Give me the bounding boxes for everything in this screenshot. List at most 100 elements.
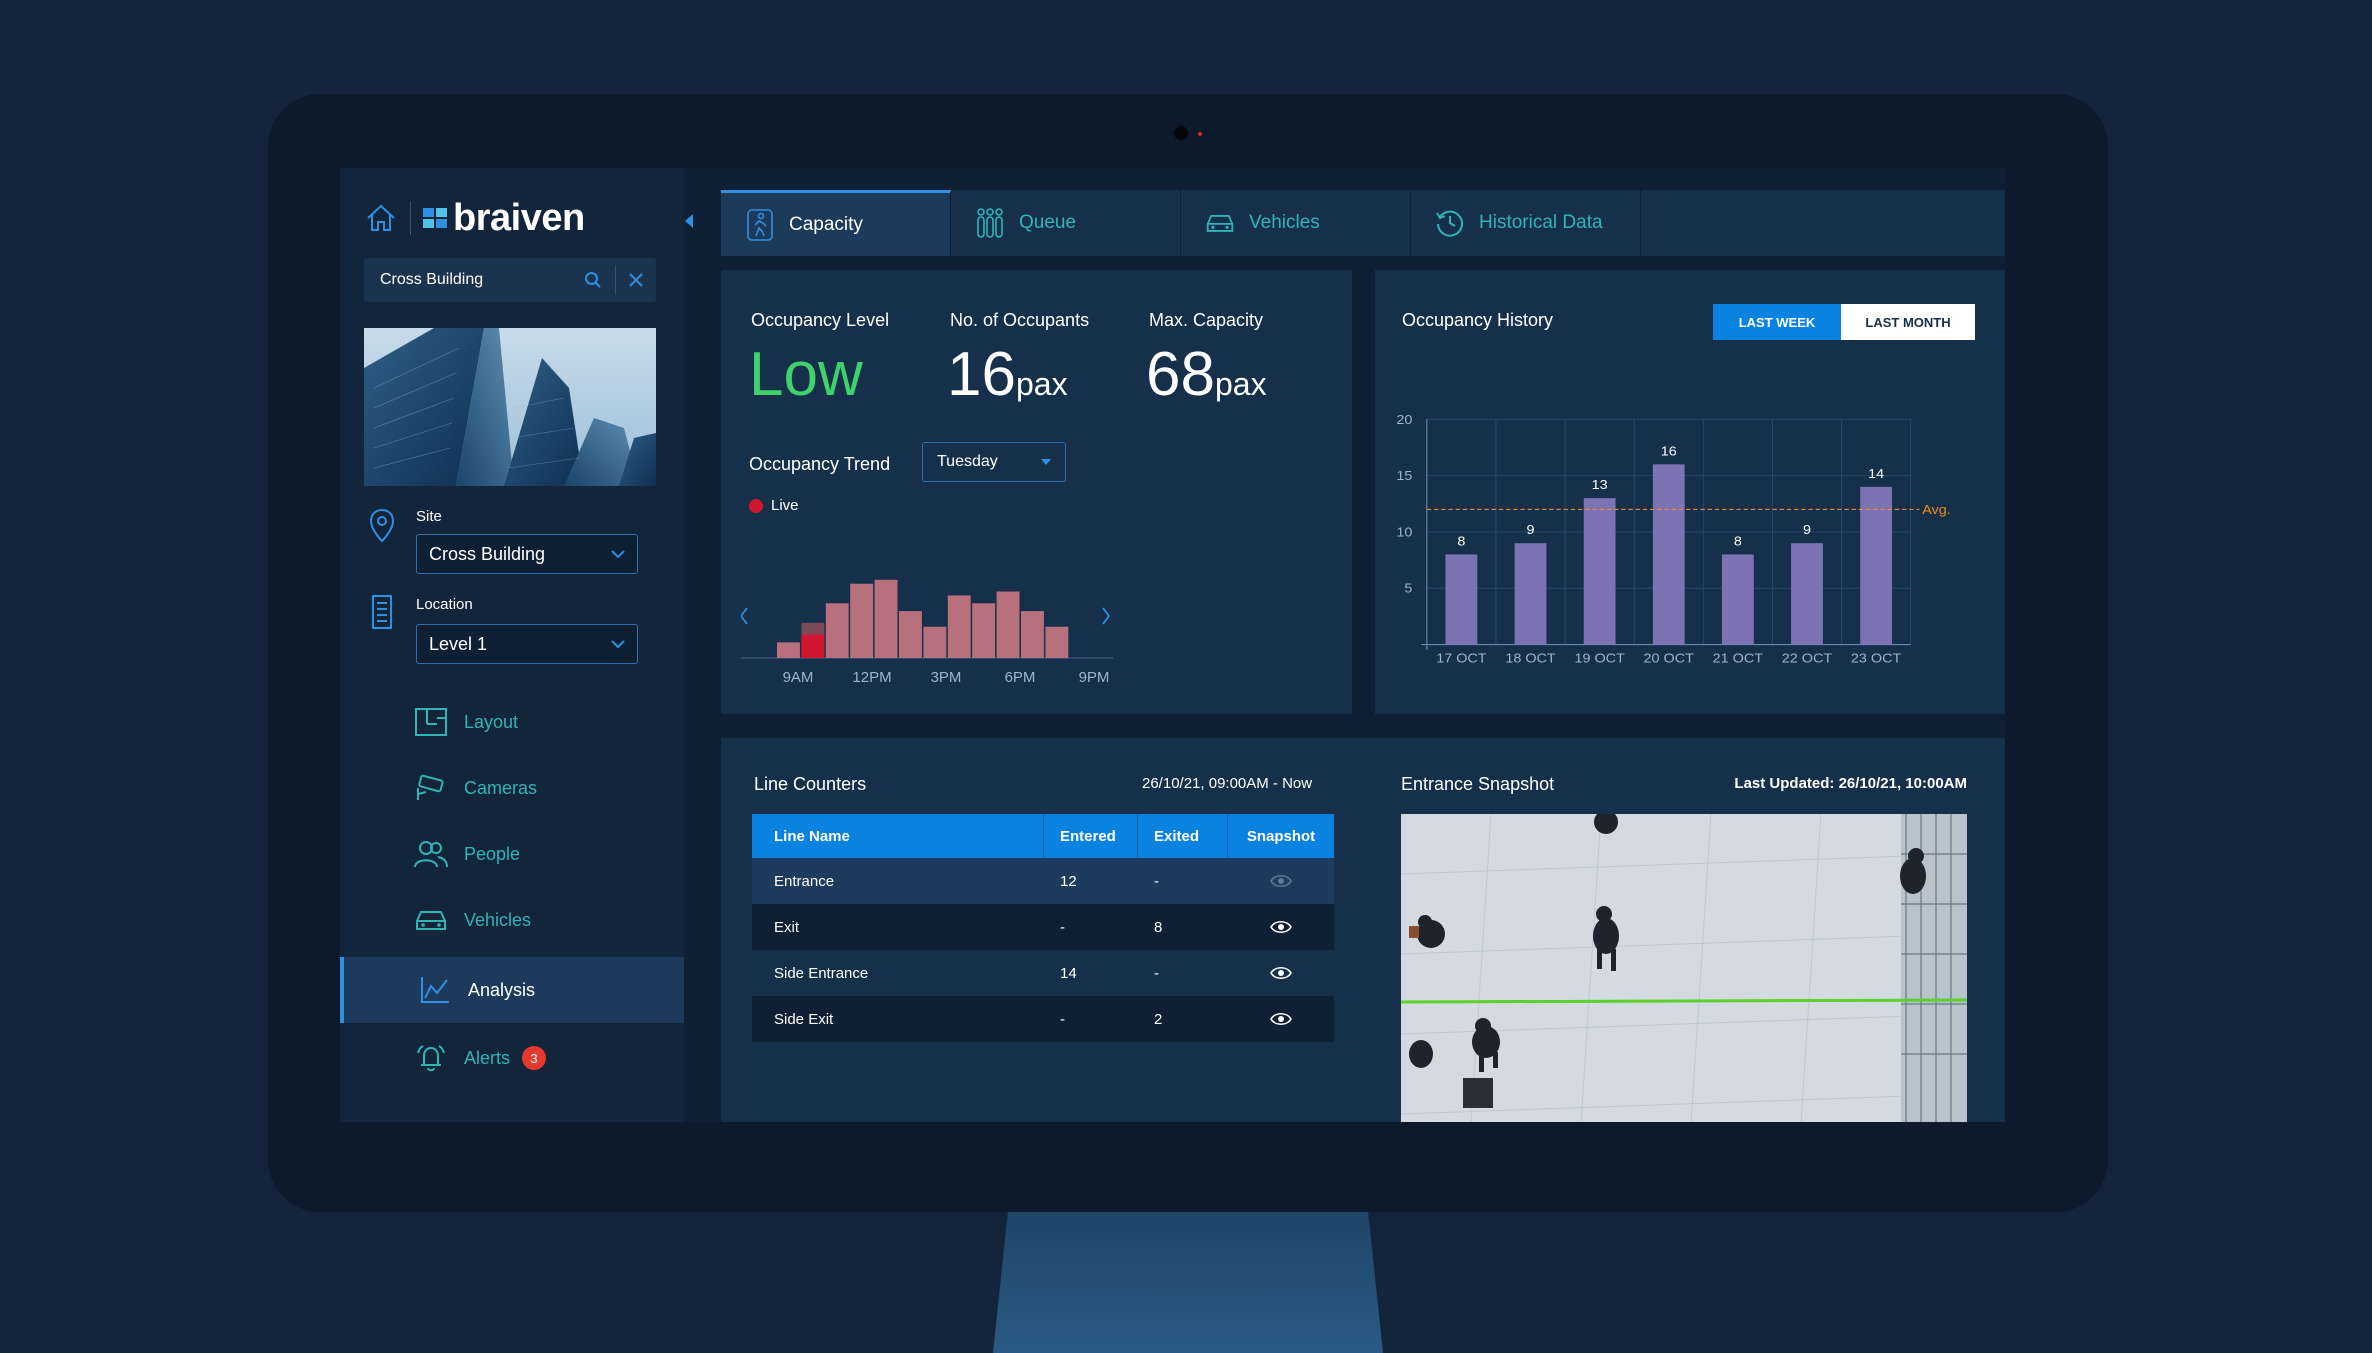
history-y-tick-label: 10 bbox=[1396, 525, 1412, 539]
location-select[interactable]: Level 1 bbox=[416, 624, 638, 664]
line-counters-table: Line Name Entered Exited Snapshot Entran… bbox=[752, 814, 1334, 1042]
history-y-tick-label: 20 bbox=[1396, 412, 1412, 426]
column-header-exited[interactable]: Exited bbox=[1138, 814, 1228, 858]
live-dot-icon bbox=[749, 499, 763, 513]
eye-icon[interactable] bbox=[1228, 858, 1334, 904]
site-select[interactable]: Cross Building bbox=[416, 534, 638, 574]
brand-logo-icon bbox=[423, 208, 447, 228]
trend-bar bbox=[825, 603, 849, 658]
history-x-tick-label: 20 OCT bbox=[1644, 651, 1694, 665]
trend-bar bbox=[923, 626, 947, 658]
line-counters-range: 26/10/21, 09:00AM - Now bbox=[1142, 775, 1313, 792]
brand-divider bbox=[410, 201, 411, 235]
occupants-number: 16 bbox=[947, 340, 1016, 409]
chevron-left-icon[interactable] bbox=[741, 607, 748, 625]
trend-bar bbox=[874, 579, 898, 658]
tab-queue[interactable]: Queue bbox=[951, 190, 1181, 256]
max-capacity-label: Max. Capacity bbox=[1149, 310, 1264, 330]
sidebar-item-alerts[interactable]: Alerts 3 bbox=[340, 1025, 684, 1091]
search-field[interactable]: Cross Building bbox=[364, 258, 656, 302]
capacity-number: 68 bbox=[1146, 340, 1215, 409]
tab-vehicles[interactable]: Vehicles bbox=[1181, 190, 1411, 256]
history-bar-value: 14 bbox=[1868, 467, 1884, 481]
history-bar-value: 13 bbox=[1592, 478, 1608, 492]
collapse-sidebar-icon[interactable] bbox=[685, 214, 693, 228]
occupancy-history-title: Occupancy History bbox=[1402, 310, 1554, 330]
chevron-down-icon bbox=[611, 550, 625, 558]
tab-capacity[interactable]: Capacity bbox=[721, 190, 951, 256]
monitor-stand bbox=[993, 1205, 1383, 1353]
line-name-cell: Exit bbox=[774, 918, 800, 936]
person-walking-icon bbox=[745, 208, 775, 241]
sidebar-item-people[interactable]: People bbox=[340, 821, 684, 887]
last-week-button[interactable]: LAST WEEK bbox=[1713, 304, 1841, 340]
column-header-line-name[interactable]: Line Name bbox=[752, 814, 1044, 858]
trend-bar bbox=[947, 595, 971, 658]
table-row[interactable]: Side Exit - 2 bbox=[752, 996, 1334, 1042]
home-icon[interactable] bbox=[364, 201, 398, 235]
history-bar-value: 8 bbox=[1457, 534, 1465, 548]
history-y-tick-label: 5 bbox=[1404, 581, 1412, 595]
exited-cell: - bbox=[1154, 872, 1159, 890]
history-bar bbox=[1860, 486, 1893, 645]
trend-x-tick-label: 12PM bbox=[852, 669, 891, 686]
bell-icon bbox=[414, 1041, 448, 1075]
tab-label: Vehicles bbox=[1249, 212, 1320, 233]
building-photo bbox=[364, 328, 656, 486]
occupancy-level-label: Occupancy Level bbox=[751, 310, 890, 330]
history-bar bbox=[1652, 464, 1685, 645]
sidebar: braiven Cross Building bbox=[340, 168, 693, 1122]
sidebar-item-label: Vehicles bbox=[464, 909, 532, 930]
sidebar-item-cameras[interactable]: Cameras bbox=[340, 755, 684, 821]
history-bar bbox=[1721, 554, 1754, 645]
trend-live-bar bbox=[801, 634, 825, 658]
trend-bar bbox=[777, 642, 800, 658]
brand-header: braiven bbox=[364, 196, 585, 239]
eye-icon[interactable] bbox=[1228, 996, 1334, 1042]
max-capacity-value: 68pax bbox=[1146, 344, 1267, 415]
entrance-snapshot-image[interactable] bbox=[1401, 814, 1967, 1122]
history-bar bbox=[1514, 543, 1547, 645]
trend-day-select[interactable]: Tuesday bbox=[922, 442, 1066, 482]
close-icon[interactable] bbox=[616, 258, 656, 302]
location-pin-icon bbox=[369, 508, 395, 543]
trend-bar bbox=[850, 583, 874, 658]
exited-cell: 8 bbox=[1154, 918, 1163, 936]
search-icon[interactable] bbox=[571, 258, 615, 302]
last-month-button[interactable]: LAST MONTH bbox=[1841, 304, 1975, 340]
brand-name: braiven bbox=[453, 196, 585, 239]
occupants-value: 16pax bbox=[947, 344, 1068, 415]
search-input[interactable]: Cross Building bbox=[380, 271, 484, 288]
table-row[interactable]: Exit - 8 bbox=[752, 904, 1334, 950]
live-label: Live bbox=[771, 497, 799, 514]
webcam-light bbox=[1198, 132, 1202, 136]
history-x-tick-label: 23 OCT bbox=[1851, 651, 1901, 665]
tab-historical-data[interactable]: Historical Data bbox=[1411, 190, 1641, 256]
eye-icon[interactable] bbox=[1228, 950, 1334, 996]
exited-cell: - bbox=[1154, 964, 1159, 982]
site-label: Site bbox=[416, 508, 442, 525]
history-x-tick-label: 18 OCT bbox=[1505, 651, 1555, 665]
location-select-value: Level 1 bbox=[429, 633, 488, 654]
entered-cell: - bbox=[1060, 1010, 1065, 1028]
trend-bar bbox=[1021, 611, 1044, 658]
search-divider bbox=[615, 265, 616, 295]
sidebar-item-analysis[interactable]: Analysis bbox=[340, 957, 684, 1023]
column-header-snapshot[interactable]: Snapshot bbox=[1246, 827, 1316, 845]
app-screen: braiven Cross Building bbox=[340, 168, 2005, 1122]
sidebar-item-vehicles[interactable]: Vehicles bbox=[340, 887, 684, 953]
sidebar-item-label: Layout bbox=[464, 711, 519, 732]
people-icon bbox=[414, 837, 448, 871]
eye-icon[interactable] bbox=[1228, 904, 1334, 950]
caret-down-icon bbox=[1041, 459, 1051, 465]
trend-bar bbox=[1045, 626, 1069, 658]
column-header-entered[interactable]: Entered bbox=[1044, 814, 1138, 858]
sidebar-item-layout[interactable]: Layout bbox=[340, 689, 684, 755]
table-row[interactable]: Side Entrance 14 - bbox=[752, 950, 1334, 996]
trend-day-value: Tuesday bbox=[937, 453, 998, 470]
entered-cell: 14 bbox=[1060, 964, 1077, 982]
alerts-count-badge: 3 bbox=[522, 1046, 546, 1070]
capacity-unit: pax bbox=[1214, 366, 1267, 402]
chevron-right-icon[interactable] bbox=[1102, 607, 1111, 625]
table-row[interactable]: Entrance 12 - bbox=[752, 858, 1334, 904]
